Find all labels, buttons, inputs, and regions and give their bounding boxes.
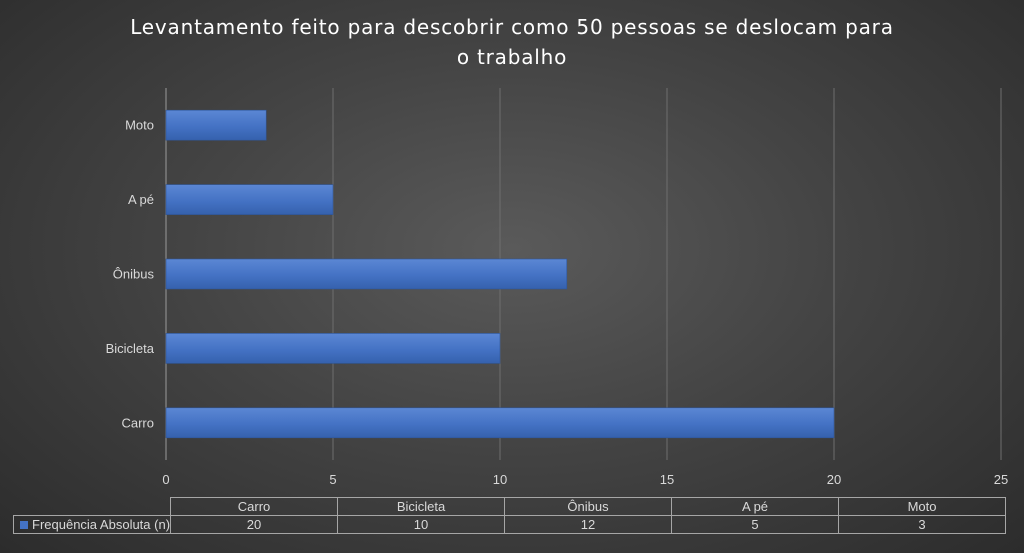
x-tick-label: 15 (660, 472, 674, 487)
bar-0 (165, 407, 835, 439)
data-table-value: 12 (504, 515, 673, 534)
legend-key (20, 521, 28, 529)
data-table-value: 10 (337, 515, 506, 534)
data-table-corner (13, 497, 172, 516)
data-table-header: Moto (838, 497, 1007, 516)
category-label: Ônibus (113, 267, 155, 282)
chart-title-line-2: o trabalho (456, 45, 568, 69)
data-table-value: 3 (838, 515, 1007, 534)
bar-4 (165, 109, 267, 141)
data-table-value: 20 (170, 515, 339, 534)
x-tick-label: 0 (162, 472, 169, 487)
data-table-header: Bicicleta (337, 497, 506, 516)
category-label: Moto (125, 118, 154, 133)
bar-2 (165, 258, 568, 290)
bar-1 (165, 333, 501, 364)
data-table-row: Frequência Absoluta (n) 20 10 12 5 3 (12, 515, 1007, 534)
bars (165, 109, 835, 439)
series-name: Frequência Absoluta (n) (32, 517, 171, 532)
data-table-header-row: Carro Bicicleta Ônibus A pé Moto (13, 497, 1007, 516)
category-label: Bicicleta (106, 341, 155, 356)
data-table: Carro Bicicleta Ônibus A pé Moto Frequên… (12, 497, 1007, 534)
data-table-header: Ônibus (504, 497, 673, 516)
x-tick-label: 20 (827, 472, 841, 487)
bar-3 (165, 184, 334, 215)
category-label: Carro (121, 415, 154, 430)
chart-title-line-1: Levantamento feito para descobrir como 5… (130, 15, 894, 39)
axis-labels: 0 5 10 15 20 25 Carro Bicicleta Ônibus A pé Moto (106, 118, 1009, 487)
x-tick-label: 10 (493, 472, 507, 487)
x-tick-label: 25 (994, 472, 1008, 487)
data-table-header: Carro (170, 497, 339, 516)
x-tick-label: 5 (329, 472, 336, 487)
data-table-value: 5 (671, 515, 840, 534)
category-label: A pé (128, 192, 154, 207)
data-table-header: A pé (671, 497, 840, 516)
data-table-series-cell: Frequência Absoluta (n) (12, 515, 172, 534)
chart-title: Levantamento feito para descobrir como 5… (0, 12, 1024, 72)
